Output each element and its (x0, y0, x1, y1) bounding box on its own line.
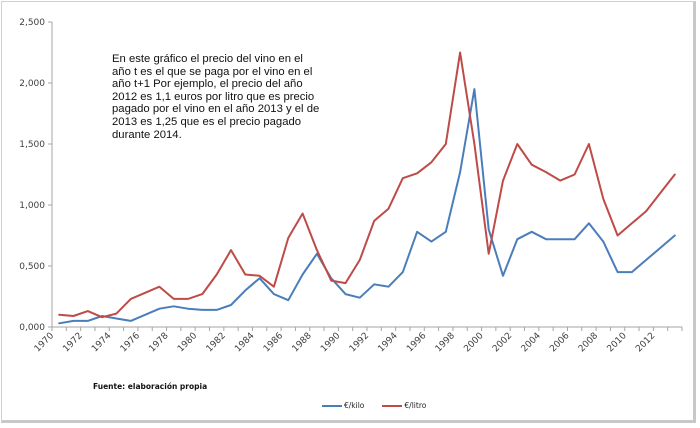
x-tick-label: 1974 (90, 331, 113, 354)
x-tick-label: 1984 (233, 331, 256, 354)
y-tick-label: 1,500 (19, 140, 45, 150)
x-tick-label: 1976 (119, 331, 142, 354)
y-tick-label: 1,000 (19, 201, 45, 211)
series-group (58, 51, 676, 325)
x-tick-label: 1970 (33, 331, 56, 354)
x-tick-label: 1996 (405, 331, 428, 354)
legend-item-kilo: €/kilo (322, 401, 364, 410)
x-tick-label: 1990 (319, 331, 342, 354)
y-tick-label: 2,500 (19, 18, 45, 28)
x-tick-label: 2010 (606, 331, 629, 354)
y-tick-label: 0,000 (19, 323, 45, 333)
series-line-kilo (58, 88, 676, 325)
series-line-litro (58, 51, 676, 319)
x-tick-label: 2004 (520, 331, 543, 354)
x-tick-label: 1998 (434, 331, 457, 354)
y-tick-label: 2,000 (19, 79, 45, 89)
x-tick-label: 1980 (176, 331, 199, 354)
x-tick-label: 1978 (147, 331, 170, 354)
x-tick-label: 2008 (577, 331, 600, 354)
x-tick-label: 1988 (291, 331, 314, 354)
legend-swatch-litro (382, 404, 403, 407)
x-tick-label: 2006 (548, 331, 571, 354)
x-tick-label: 2000 (462, 331, 485, 354)
legend-item-litro: €/litro (382, 401, 426, 410)
chart-frame (1, 1, 696, 423)
chart-annotation: En este gráfico el precio del vino en el… (112, 53, 320, 141)
x-tick-label: 1986 (262, 331, 285, 354)
x-tick-label: 1972 (61, 331, 84, 354)
x-tick-label: 1994 (376, 331, 399, 354)
legend-label-litro: €/litro (404, 401, 427, 410)
x-tick-label: 1982 (205, 331, 228, 354)
legend-label-kilo: €/kilo (344, 401, 365, 410)
x-tick-label: 2012 (634, 331, 657, 354)
legend-swatch-kilo (322, 404, 342, 407)
x-tick-label: 2002 (491, 331, 514, 354)
y-tick-label: 0,500 (19, 262, 45, 272)
x-tick-label: 1992 (348, 331, 371, 354)
source-note: Fuente: elaboración propia (93, 382, 208, 391)
legend: €/kilo €/litro (322, 401, 444, 410)
